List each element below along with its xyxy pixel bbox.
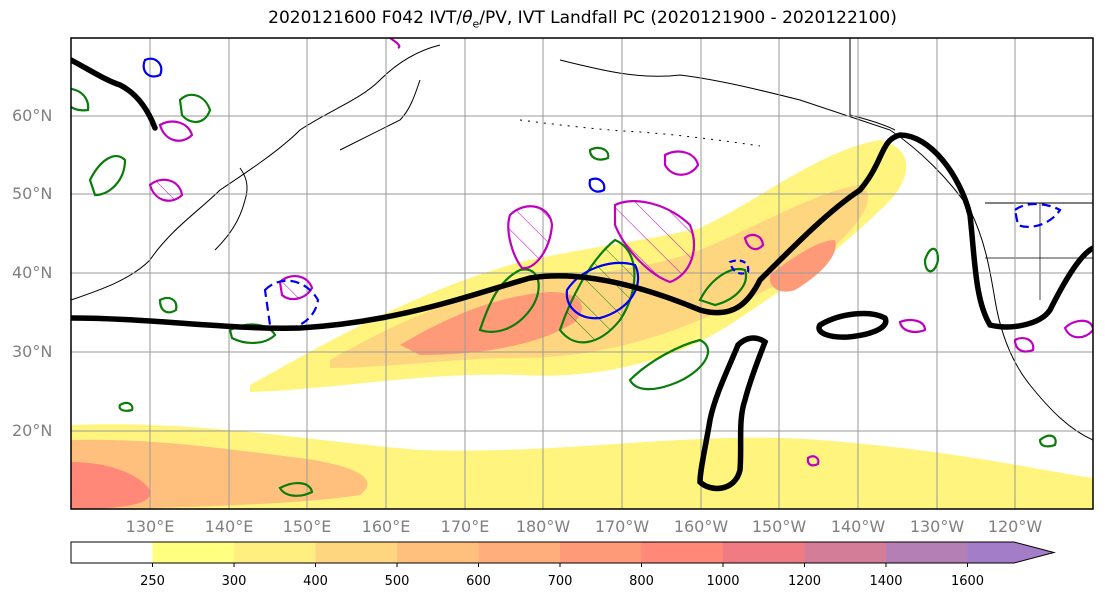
colorbar-tick-label: 1200 <box>787 574 822 589</box>
colorbar-tick-label: 800 <box>629 574 654 589</box>
colorbar-segment <box>804 542 886 563</box>
negative-contours <box>142 57 1062 330</box>
colorbar-segment <box>315 542 397 563</box>
colorbar-segment <box>152 542 234 563</box>
colorbar-segment <box>886 542 968 563</box>
ivt-core-east <box>769 240 836 292</box>
lon-label-130e: 130°E <box>125 517 175 536</box>
lat-label-30: 30°N <box>12 342 53 361</box>
colorbar-extend-arrow <box>967 542 1054 563</box>
coast-kamchatka <box>339 79 421 151</box>
colorbar-outline <box>70 541 1056 564</box>
colorbar-tick-label: 700 <box>547 574 573 589</box>
ivt-core-southwest <box>71 462 151 509</box>
gridlines <box>71 38 1093 509</box>
colorbar-tick-label: 1000 <box>706 574 740 589</box>
lon-label-140w: 140°W <box>830 517 886 536</box>
pv-contour-north <box>148 178 184 202</box>
colorbar-tick-label: 600 <box>466 574 491 589</box>
ivt-core-central <box>400 292 582 355</box>
colorbar-segment <box>478 542 560 563</box>
colorbar-tick-label: 500 <box>384 574 410 589</box>
colorbar-segment <box>641 542 723 563</box>
lon-label-170e: 170°E <box>440 517 490 536</box>
colorbar-tick-label: 1400 <box>869 574 903 589</box>
colorbar-segment <box>560 542 642 563</box>
coast-aleutians <box>519 119 761 147</box>
colorbar <box>70 541 1056 567</box>
lon-label-140e: 140°E <box>204 517 254 536</box>
lon-label-120w: 120°W <box>987 517 1043 536</box>
pv-contour-central-east <box>613 200 695 284</box>
landfall-pc-contour <box>71 57 1093 492</box>
colorbar-tick-label: 250 <box>140 574 165 589</box>
colorbar-segment <box>397 542 479 563</box>
coast-asia <box>71 44 441 301</box>
coastlines <box>71 38 1093 441</box>
pv-contours <box>148 38 1093 467</box>
lon-label-150w: 150°W <box>751 517 807 536</box>
lon-label-130w: 130°W <box>909 517 965 536</box>
map-frame <box>70 37 1094 510</box>
lat-label-20: 20°N <box>12 421 53 440</box>
lon-label-160e: 160°E <box>361 517 411 536</box>
colorbar-tick-label: 1600 <box>950 574 985 589</box>
lon-label-180w: 180°W <box>515 517 571 536</box>
border-states <box>985 203 1093 300</box>
pv-contour-central-west <box>507 205 554 270</box>
coast-north-america <box>889 129 1093 441</box>
theta-e-contours <box>71 87 1057 497</box>
colorbar-segment <box>71 542 153 563</box>
lat-label-50: 50°N <box>12 184 53 203</box>
border-alaska-canada <box>849 38 896 131</box>
lon-label-150e: 150°E <box>282 517 332 536</box>
lat-label-40: 40°N <box>12 263 53 282</box>
colorbar-segment <box>723 542 805 563</box>
pv-contour-west <box>278 274 314 301</box>
lon-label-170w: 170°W <box>594 517 650 536</box>
coast-alaska <box>559 59 891 131</box>
chart-title: 2020121600 F042 IVT/θe/PV, IVT Landfall … <box>268 8 897 31</box>
lon-label-160w: 160°W <box>673 517 729 536</box>
colorbar-segment <box>234 542 316 563</box>
theta-e-hatched <box>558 238 636 344</box>
lat-label-60: 60°N <box>12 106 53 125</box>
coast-japan <box>214 167 248 251</box>
colorbar-tick-label: 300 <box>221 574 247 589</box>
colorbar-tick-label: 400 <box>303 574 328 589</box>
